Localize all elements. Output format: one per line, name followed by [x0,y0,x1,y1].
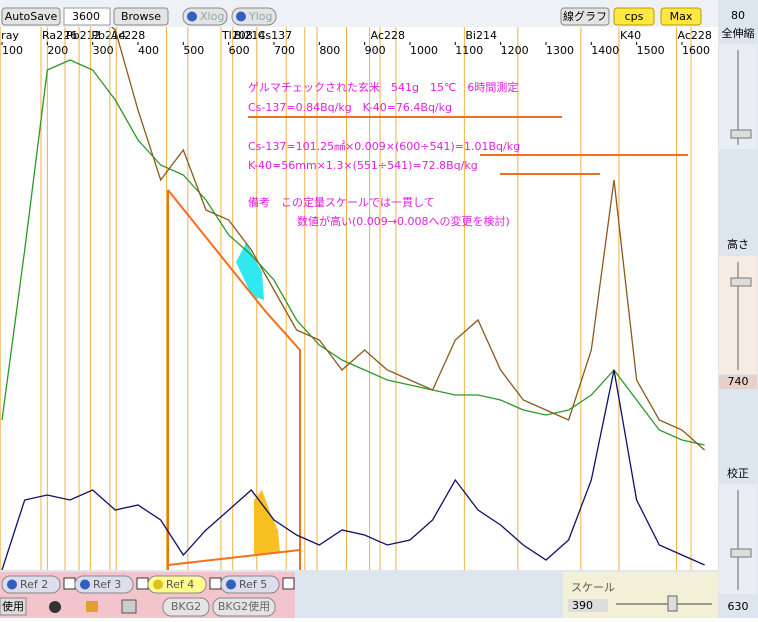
seconds-value: 3600 [72,10,100,23]
x-tick-label: 300 [93,44,114,57]
x-tick-label: 1000 [410,44,438,57]
peak-label: Ac228 [371,29,405,42]
fit-line [167,189,301,570]
peak-label: Bi214 [234,29,266,42]
calib-label: 校正 [727,466,749,480]
x-tick-label: 900 [365,44,386,57]
use-label: 使用 [2,600,24,613]
x-tick-label: 500 [183,44,204,57]
peak-label: Ac228 [678,29,712,42]
bkg2-label: BKG2 [171,600,201,613]
ref-label: Ref 2 [20,578,48,591]
calib-value: 630 [728,600,749,613]
ref-checkbox[interactable] [209,577,222,590]
ref-checkbox[interactable] [63,577,76,590]
ref-button[interactable] [1,575,61,594]
ref-buttons: Ref 2 Ref 3 Ref 4 Ref 5 [1,575,295,594]
scale-box [568,599,608,612]
height-box [719,375,757,389]
ref-icon [226,579,236,590]
annotation: Cs-137=101.25㎟×0.009×(600÷541)=1.01Bq/kg [248,140,520,153]
slider-thumb[interactable] [730,548,752,558]
bkg2-use-label: BKG2使用 [218,600,270,613]
peak-label: Ac228 [111,29,145,42]
max-label: Max [670,10,693,23]
yellow-region [254,490,280,555]
cps-label: cps [625,10,644,23]
annotation: ゲルマチェックされた玄米 541g 15℃ 6時間測定 [248,80,518,94]
scale-value: 390 [572,599,593,612]
peak-label: Pb212 [66,29,101,42]
line-graph-label: 線グラフ [563,9,607,23]
max-button[interactable] [660,7,702,26]
annotation: Cs-137=0.84Bq/kg K-40=76.4Bq/kg [248,101,452,114]
use-button[interactable] [0,597,27,616]
peak-label: Ra226 [42,29,77,42]
bkg2-button[interactable] [162,597,210,617]
annotation: K-40=56mm×1.3×(551÷541)=72.8Bq/kg [248,159,478,172]
x-tick-label: 1600 [682,44,710,57]
ref-checkbox[interactable] [136,577,149,590]
x-tick-label: 400 [138,44,159,57]
ref-label: Ref 5 [239,578,267,591]
zoom-label: 全伸縮 [722,26,755,40]
ref-checkbox[interactable] [282,577,295,590]
ref-button[interactable] [220,575,280,594]
annotation: 備考 この定量スケールでは一貫して [248,195,435,209]
browse-button[interactable] [113,7,169,26]
scale-thumb[interactable] [667,595,678,612]
x-tick-label: 100 [2,44,23,57]
height-label: 高さ [727,237,749,251]
doc-icon[interactable] [121,599,137,614]
x-tick-label: 1100 [455,44,483,57]
xlog-label: Xlog [200,10,224,23]
annotation: 数値が高い(0.009→0.008への変更を検討) [297,214,510,228]
cps-button[interactable] [613,7,655,26]
ylog-icon [236,11,246,22]
line-graph-button[interactable] [560,7,610,26]
spectrum-line [1,59,705,446]
fit-line [167,549,301,566]
ref-label: Ref 3 [93,578,121,591]
peak-label: Bi214 [465,29,497,42]
autosave-button[interactable] [1,7,61,26]
seconds-input[interactable] [63,7,111,26]
peak-label: ray [1,29,19,42]
x-tick-label: 200 [47,44,68,57]
x-tick-label: 1200 [501,44,529,57]
lock-icon[interactable] [86,601,98,612]
ref-button[interactable] [74,575,134,594]
slider-thumb[interactable] [730,277,752,287]
x-tick-label: 1400 [591,44,619,57]
peak-label: Cs137 [258,29,292,42]
x-tick-label: 600 [229,44,250,57]
autosave-label: AutoSave [5,10,58,23]
slider-thumb[interactable] [730,129,752,139]
ylog-label: Ylog [248,10,273,23]
xlog-icon [187,11,197,22]
spectrum-line [1,369,705,570]
ref-icon [80,579,90,590]
paw-icon[interactable] [49,601,61,613]
peak-label: K40 [620,29,641,42]
peak-label: Tl208 [221,29,253,42]
x-tick-label: 700 [274,44,295,57]
ref-button[interactable] [147,575,207,594]
x-tick-label: 1300 [546,44,574,57]
cyan-region [236,243,264,300]
spectrum-line [110,27,706,451]
ref-icon [7,579,17,590]
browse-label: Browse [121,10,161,23]
ref-icon [153,579,163,590]
zoom-value: 80 [731,9,745,22]
x-tick-label: 800 [319,44,340,57]
x-tick-label: 1500 [637,44,665,57]
height-value: 740 [728,375,749,388]
ref-label: Ref 4 [166,578,194,591]
scale-label: スケール [571,581,615,594]
bkg2-use-button[interactable] [212,597,276,617]
